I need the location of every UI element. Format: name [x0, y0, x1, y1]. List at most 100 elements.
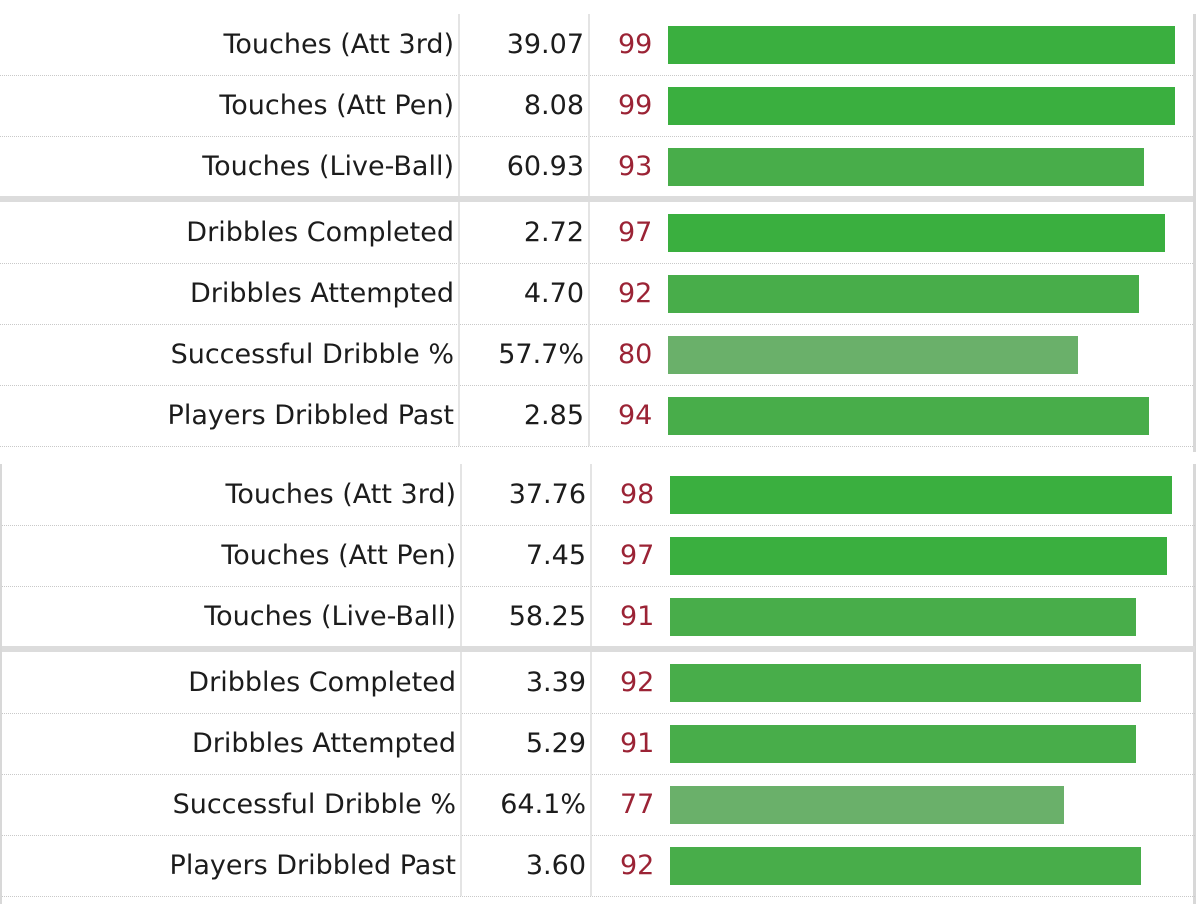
percentile-cell: 91 [600, 713, 666, 774]
stat-row: Touches (Att 3rd) 37.76 98 [2, 464, 1195, 526]
percentile-bar-track [670, 537, 1182, 575]
percentile-bar [670, 786, 1064, 824]
stat-label: Successful Dribble % [170, 339, 454, 370]
stat-row: Dribbles Completed 2.72 97 [0, 196, 1193, 264]
stats-table-second: Touches (Att 3rd) 37.76 98 Touches (Att Pen… [0, 464, 1196, 904]
percentile-bar-track [668, 336, 1180, 374]
percentile-bar [668, 26, 1175, 64]
percentile-cell: 99 [598, 75, 664, 136]
stat-label-cell: Dribbles Attempted [0, 263, 460, 324]
stat-value: 3.39 [525, 667, 586, 698]
percentile-cell: 91 [600, 586, 666, 647]
stat-label: Dribbles Attempted [190, 278, 454, 309]
percentile-bar-track [668, 275, 1180, 313]
stat-label-cell: Touches (Att Pen) [2, 525, 462, 586]
stat-value: 60.93 [506, 151, 584, 182]
stat-label-cell: Players Dribbled Past [2, 835, 462, 896]
percentile-cell: 77 [600, 774, 666, 835]
stat-value: 3.60 [525, 850, 586, 881]
stat-label: Touches (Att 3rd) [223, 29, 454, 60]
stat-row: Successful Dribble % 64.1% 77 [2, 774, 1195, 836]
stat-label: Dribbles Completed [186, 217, 454, 248]
percentile-cell: 99 [598, 14, 664, 75]
stat-value: 37.76 [508, 479, 586, 510]
stat-label-cell: Successful Dribble % [0, 324, 460, 385]
stat-value: 58.25 [508, 601, 586, 632]
percentile-cell: 97 [598, 202, 664, 263]
stat-value: 64.1% [500, 789, 586, 820]
stat-value: 2.72 [523, 217, 584, 248]
percentile-bar [670, 664, 1141, 702]
percentile-bar-track [670, 664, 1182, 702]
stat-value: 39.07 [506, 29, 584, 60]
stat-row: Touches (Att Pen) 7.45 97 [2, 525, 1195, 587]
stat-value: 57.7% [498, 339, 584, 370]
percentile-bar [668, 336, 1078, 374]
percentile-bar-track [670, 598, 1182, 636]
stat-value: 5.29 [525, 728, 586, 759]
stat-row: Successful Dribble % 57.7% 80 [0, 324, 1193, 386]
stat-value-cell: 7.45 [468, 525, 592, 586]
percentile-bar [670, 476, 1172, 514]
percentile-value: 98 [620, 479, 655, 510]
percentile-cell: 92 [598, 263, 664, 324]
percentile-bar [668, 214, 1165, 252]
percentile-value: 92 [618, 278, 653, 309]
stat-label: Touches (Live-Ball) [204, 601, 456, 632]
percentile-cell: 92 [600, 652, 666, 713]
percentile-bar-track [670, 786, 1182, 824]
percentile-value: 92 [620, 850, 655, 881]
stat-label: Dribbles Attempted [192, 728, 456, 759]
percentile-value: 97 [618, 217, 653, 248]
stat-label-cell: Dribbles Attempted [2, 713, 462, 774]
stat-label: Touches (Att Pen) [221, 540, 456, 571]
stat-value-cell: 60.93 [466, 136, 590, 197]
percentile-bar-track [668, 26, 1180, 64]
stat-value-cell: 58.25 [468, 586, 592, 647]
stat-value-cell: 4.70 [466, 263, 590, 324]
stat-label: Touches (Live-Ball) [202, 151, 454, 182]
stat-value-cell: 39.07 [466, 14, 590, 75]
stat-value-cell: 57.7% [466, 324, 590, 385]
percentile-value: 92 [620, 667, 655, 698]
stat-value-cell: 2.72 [466, 202, 590, 263]
stat-value-cell: 64.1% [468, 774, 592, 835]
stat-label: Successful Dribble % [172, 789, 456, 820]
percentile-bar-track [668, 214, 1180, 252]
percentile-cell: 94 [598, 385, 664, 446]
stat-label: Players Dribbled Past [169, 850, 456, 881]
stat-label-cell: Players Dribbled Past [0, 385, 460, 446]
percentile-value: 91 [620, 728, 655, 759]
stat-value: 7.45 [525, 540, 586, 571]
percentile-cell: 97 [600, 525, 666, 586]
percentile-bar [670, 537, 1167, 575]
percentile-bar [668, 87, 1175, 125]
percentile-bar [670, 598, 1136, 636]
percentile-value: 99 [618, 29, 653, 60]
percentile-bar [670, 725, 1136, 763]
percentile-bar [668, 397, 1149, 435]
stat-label-cell: Touches (Att 3rd) [2, 464, 462, 525]
stat-label: Players Dribbled Past [167, 400, 454, 431]
percentile-value: 80 [618, 339, 653, 370]
stats-table-first: Touches (Att 3rd) 39.07 99 Touches (Att Pen… [0, 14, 1196, 452]
percentile-value: 93 [618, 151, 653, 182]
stat-row: Touches (Att Pen) 8.08 99 [0, 75, 1193, 137]
percentile-value: 91 [620, 601, 655, 632]
stat-value-cell: 37.76 [468, 464, 592, 525]
percentile-bar-track [668, 148, 1180, 186]
percentile-value: 99 [618, 90, 653, 121]
percentile-bar-track [668, 87, 1180, 125]
percentile-cell: 92 [600, 835, 666, 896]
percentile-cell: 93 [598, 136, 664, 197]
stat-row: Touches (Live-Ball) 58.25 91 [2, 586, 1195, 648]
stat-value-cell: 3.39 [468, 652, 592, 713]
stat-label: Dribbles Completed [188, 667, 456, 698]
stat-value: 4.70 [523, 278, 584, 309]
percentile-bar-track [668, 397, 1180, 435]
stat-row: Touches (Live-Ball) 60.93 93 [0, 136, 1193, 198]
stat-label-cell: Dribbles Completed [2, 652, 462, 713]
percentile-bar [668, 148, 1144, 186]
stat-label-cell: Dribbles Completed [0, 202, 460, 263]
percentile-cell: 80 [598, 324, 664, 385]
